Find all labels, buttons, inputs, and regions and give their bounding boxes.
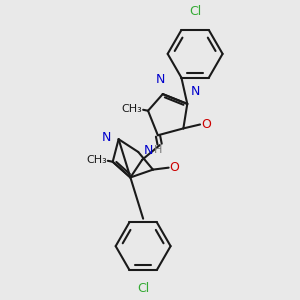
Text: N: N xyxy=(191,85,201,98)
Text: O: O xyxy=(169,161,179,174)
Text: Cl: Cl xyxy=(189,4,201,18)
Text: Cl: Cl xyxy=(137,282,149,296)
Text: N: N xyxy=(101,131,111,144)
Text: O: O xyxy=(201,118,211,131)
Text: CH₃: CH₃ xyxy=(122,104,142,114)
Text: N: N xyxy=(156,73,166,86)
Text: CH₃: CH₃ xyxy=(86,155,107,165)
Text: H: H xyxy=(154,145,162,155)
Text: N: N xyxy=(144,143,154,157)
